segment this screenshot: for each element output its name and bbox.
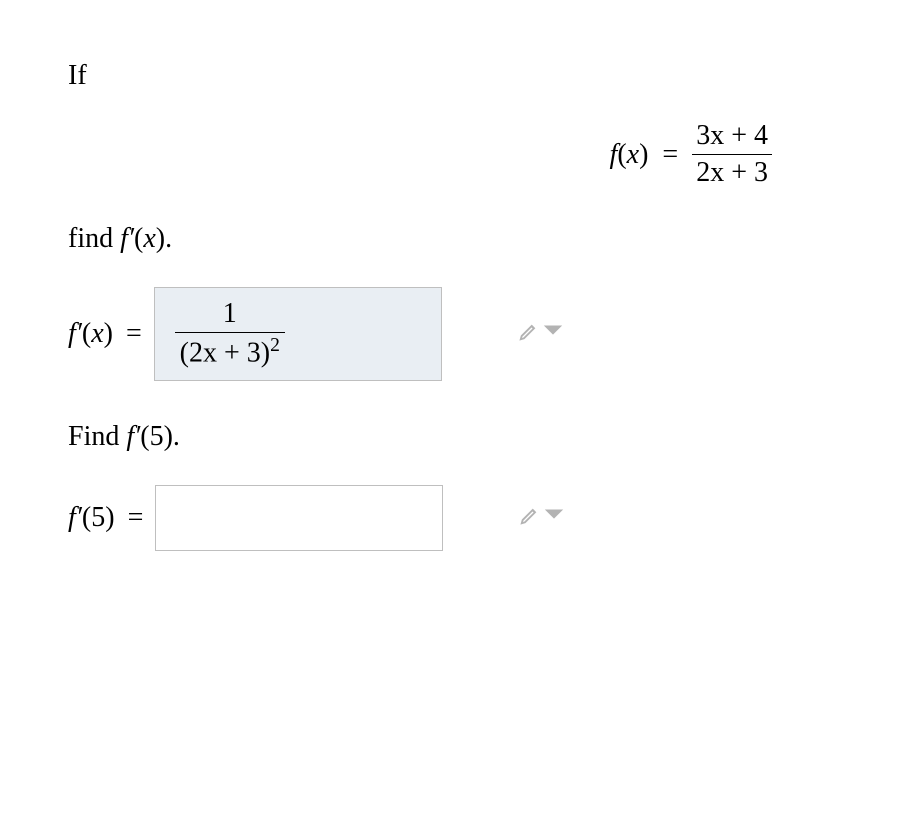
value-answer-label: f′(5) = <box>68 502 143 534</box>
function-definition: f(x) = 3x + 4 2x + 3 <box>68 120 852 189</box>
answer1-denominator: (2x + 3)2 <box>176 333 284 369</box>
equals-sign: = <box>662 139 678 171</box>
pencil-icon <box>518 318 540 350</box>
function-arg: x <box>627 139 639 170</box>
pencil-icon <box>519 502 541 534</box>
derivative-answer-label: f′(x) = <box>68 318 142 350</box>
derivative-answer-input[interactable]: 1 (2x + 3)2 <box>154 287 442 381</box>
edit-derivative-button[interactable] <box>518 318 564 350</box>
chevron-down-icon <box>543 502 565 534</box>
derivative-answer-row: f′(x) = 1 (2x + 3)2 <box>68 287 852 381</box>
find-derivative-prompt: find f′(x). <box>68 223 852 255</box>
fraction-numerator: 3x + 4 <box>692 120 772 155</box>
intro-text: If <box>68 60 852 92</box>
fraction-denominator: 2x + 3 <box>692 155 772 189</box>
chevron-down-icon <box>542 318 564 350</box>
edit-value-button[interactable] <box>519 502 565 534</box>
value-answer-row: f′(5) = <box>68 485 852 551</box>
value-answer-input[interactable] <box>155 485 443 551</box>
find-value-prompt: Find f′(5). <box>68 421 852 453</box>
function-fraction: 3x + 4 2x + 3 <box>692 120 772 189</box>
answer1-numerator: 1 <box>175 298 285 333</box>
